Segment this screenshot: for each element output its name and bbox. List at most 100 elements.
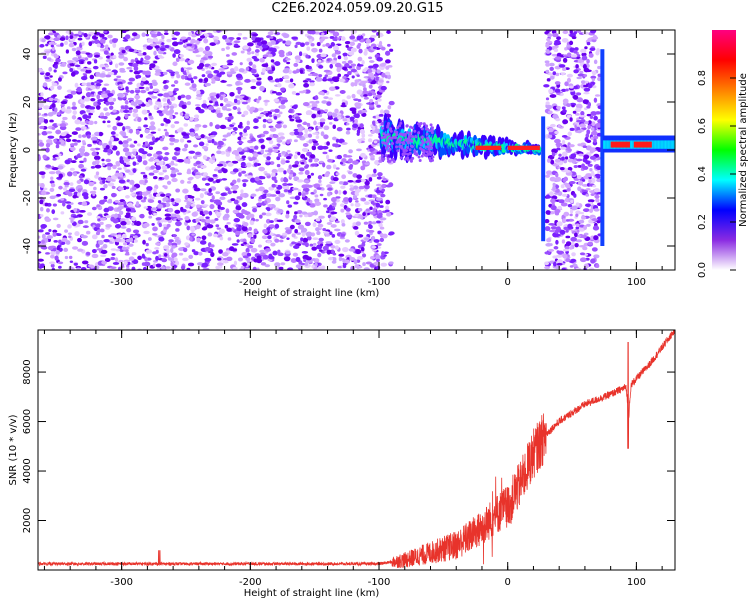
heatmap-cell bbox=[378, 113, 384, 117]
heatmap-cell bbox=[40, 223, 48, 229]
heatmap-cell bbox=[305, 54, 309, 59]
heatmap-cell bbox=[581, 216, 587, 220]
heatmap-cell bbox=[69, 68, 74, 72]
heatmap-cell bbox=[251, 55, 258, 60]
heatmap-cell bbox=[361, 60, 365, 65]
heatmap-cell bbox=[164, 118, 171, 124]
heatmap-cell bbox=[315, 218, 321, 222]
heatmap-cell bbox=[92, 161, 97, 166]
heatmap-cell bbox=[259, 57, 265, 63]
heatmap-cell bbox=[384, 50, 391, 56]
heatmap-cell bbox=[170, 216, 175, 219]
heatmap-cell bbox=[348, 51, 355, 56]
heatmap-cell bbox=[543, 84, 550, 88]
heatmap-cell bbox=[381, 188, 386, 192]
heatmap-cell bbox=[328, 97, 334, 100]
heatmap-cell bbox=[428, 156, 432, 160]
heatmap-cell bbox=[273, 115, 278, 120]
heatmap-cell bbox=[567, 148, 572, 152]
heatmap-cell bbox=[559, 229, 566, 235]
heatmap-cell bbox=[45, 43, 49, 47]
heatmap-cell bbox=[374, 100, 379, 106]
heatmap-cell bbox=[178, 252, 184, 256]
heatmap-cell bbox=[289, 224, 295, 230]
heatmap-cell bbox=[93, 101, 98, 107]
heatmap-cell bbox=[135, 220, 142, 226]
heatmap-cell bbox=[150, 207, 158, 211]
heatmap-cell bbox=[581, 55, 588, 61]
heatmap-cell bbox=[213, 233, 219, 238]
heatmap-cell bbox=[315, 135, 320, 139]
heatmap-cell bbox=[373, 168, 377, 174]
heatmap-cell bbox=[565, 235, 571, 239]
heatmap-cell bbox=[237, 141, 244, 144]
heatmap-cell bbox=[169, 142, 175, 146]
heatmap-cell bbox=[256, 267, 260, 270]
heatmap-cell bbox=[45, 142, 51, 148]
heatmap-cell bbox=[214, 217, 219, 221]
heatmap-cell bbox=[110, 131, 116, 135]
heatmap-cell bbox=[235, 154, 241, 160]
heatmap-cell bbox=[123, 105, 129, 111]
heatmap-cell bbox=[286, 210, 290, 215]
heatmap-cell bbox=[544, 251, 551, 255]
heatmap-cell bbox=[194, 135, 202, 139]
heatmap-cell bbox=[123, 109, 130, 113]
heatmap-cell bbox=[560, 146, 567, 150]
heatmap-cell bbox=[337, 55, 342, 60]
heatmap-cell bbox=[155, 150, 163, 155]
heatmap-cell bbox=[226, 222, 231, 225]
heatmap-cell bbox=[561, 253, 567, 258]
heatmap-cell bbox=[213, 76, 220, 81]
heatmap-cell bbox=[281, 151, 287, 155]
heatmap-cell bbox=[541, 116, 546, 242]
heatmap-cell bbox=[273, 98, 280, 103]
heatmap-cell bbox=[150, 131, 157, 134]
heatmap-cell bbox=[49, 195, 56, 200]
heatmap-cell bbox=[592, 225, 600, 231]
heatmap-cell bbox=[66, 171, 73, 177]
heatmap-cell bbox=[62, 116, 68, 121]
heatmap-cell bbox=[589, 167, 593, 172]
heatmap-cell bbox=[215, 179, 221, 184]
heatmap-cell bbox=[184, 216, 190, 221]
heatmap-cell bbox=[225, 152, 231, 157]
heatmap-cell bbox=[196, 93, 203, 98]
heatmap-cell bbox=[49, 119, 54, 123]
heatmap-cell bbox=[38, 139, 43, 143]
heatmap-cell bbox=[253, 228, 258, 234]
heatmap-cell bbox=[313, 266, 318, 270]
heatmap-cell bbox=[425, 140, 429, 144]
heatmap-cell bbox=[430, 151, 434, 155]
heatmap-cell bbox=[299, 69, 304, 74]
heatmap-cell bbox=[285, 155, 292, 160]
heatmap-cell bbox=[206, 224, 214, 229]
heatmap-cell bbox=[545, 210, 551, 215]
heatmap-cell bbox=[107, 124, 111, 128]
heatmap-cell bbox=[578, 153, 584, 157]
heatmap-cell bbox=[422, 122, 426, 126]
heatmap-cell bbox=[561, 106, 566, 110]
heatmap-cell bbox=[74, 119, 81, 125]
heatmap-cell bbox=[184, 143, 189, 149]
heatmap-cell bbox=[564, 156, 569, 160]
heatmap-cell bbox=[572, 110, 577, 114]
heatmap-cell bbox=[236, 178, 241, 183]
heatmap-cell bbox=[562, 67, 567, 71]
heatmap-cell bbox=[245, 66, 250, 71]
heatmap-cell bbox=[384, 154, 388, 158]
heatmap-cell bbox=[590, 111, 597, 116]
heatmap-cell bbox=[111, 192, 117, 198]
heatmap-cell bbox=[107, 182, 115, 187]
heatmap-cell bbox=[144, 179, 148, 184]
heatmap-cell bbox=[270, 172, 276, 177]
heatmap-cell bbox=[596, 48, 601, 53]
heatmap-cell bbox=[118, 259, 124, 263]
heatmap-cell bbox=[221, 167, 225, 172]
heatmap-cell bbox=[127, 81, 133, 85]
heatmap-cell bbox=[362, 68, 368, 73]
heatmap-cell bbox=[286, 150, 291, 153]
heatmap-cell bbox=[69, 35, 74, 40]
heatmap-cell bbox=[368, 84, 373, 89]
heatmap-cell bbox=[169, 137, 176, 142]
